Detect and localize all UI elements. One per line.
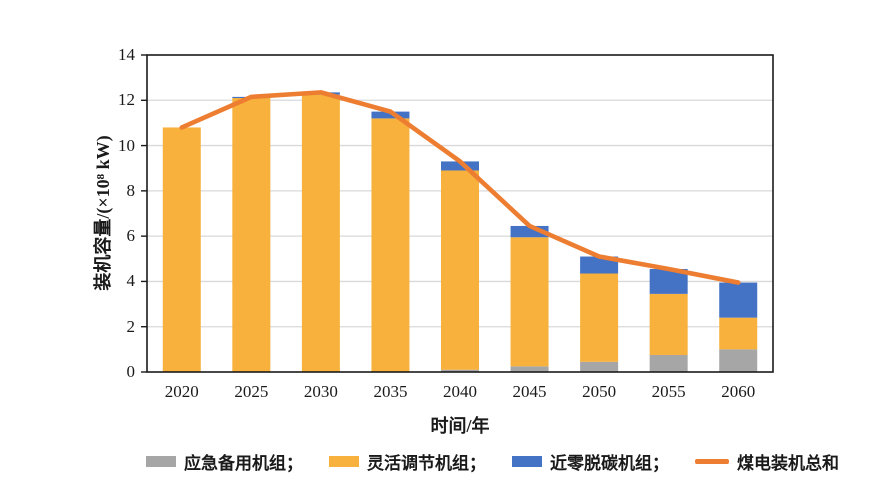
y-tick-label: 2: [126, 316, 136, 336]
bar-segment-2050: [580, 361, 619, 372]
y-tick-label: 14: [118, 45, 135, 64]
legend-line-swatch: [695, 458, 729, 464]
legend-item-2: 灵活调节机组；: [329, 449, 486, 474]
bar-segment-2040: [441, 161, 479, 171]
legend-item-4: 煤电装机总和: [695, 449, 839, 474]
legend-label: 灵活调节机组；: [367, 453, 486, 473]
bar-segment-2045: [510, 237, 549, 367]
legend-item-3: 近零脱碳机组；: [512, 449, 669, 474]
x-tick-label: 2040: [443, 382, 477, 401]
bar-segment-2045: [510, 366, 549, 372]
legend-color-swatch: [512, 455, 542, 467]
x-axis-title: 时间/年: [430, 416, 490, 436]
bar-segment-2060: [719, 317, 758, 350]
bar-segment-2020: [162, 127, 201, 372]
x-tick-label: 2035: [373, 382, 408, 401]
bar-segment-2040: [441, 170, 479, 370]
x-tick-label: 2060: [721, 382, 756, 401]
bar-segment-2040: [441, 369, 479, 372]
legend: 应急备用机组； 灵活调节机组； 近零脱碳机组； 煤电装机总和: [146, 448, 839, 474]
y-tick-label: 4: [126, 271, 136, 291]
x-tick-label: 2055: [651, 382, 686, 401]
bar-segment-2025: [232, 98, 271, 373]
y-tick-label: 10: [118, 135, 135, 155]
bar-segment-2030: [301, 94, 340, 372]
bar-segment-2055: [649, 355, 688, 372]
total-line: [179, 90, 741, 285]
legend-color-swatch: [146, 455, 176, 467]
bar-segment-2035: [371, 111, 410, 119]
bar-segment-2060: [719, 349, 758, 372]
y-tick-label: 0: [126, 362, 136, 381]
legend-item-1: 应急备用机组；: [146, 449, 303, 474]
bar-segment-2060: [719, 282, 758, 318]
x-tick-label: 2050: [582, 382, 617, 401]
x-tick-label: 2030: [303, 382, 338, 401]
bar-segment-2050: [580, 273, 619, 362]
bar-segment-2035: [371, 118, 410, 373]
y-tick-label: 12: [118, 90, 135, 110]
x-tick-label: 2020: [164, 382, 199, 401]
x-tick-label: 2045: [512, 382, 547, 401]
bar-segment-2050: [580, 256, 619, 274]
x-tick-label: 2025: [234, 382, 269, 401]
bar-segment-2045: [510, 225, 549, 238]
legend-label: 近零脱碳机组；: [550, 453, 669, 473]
y-tick-label: 8: [126, 180, 136, 200]
legend-label: 煤电装机总和: [737, 453, 839, 473]
y-tick-label: 6: [126, 226, 136, 246]
legend-label: 应急备用机组；: [184, 453, 303, 473]
legend-color-swatch: [329, 455, 359, 467]
bar-segment-2055: [649, 293, 688, 356]
y-axis-title: 装机容量/(×10⁸ kW): [93, 135, 113, 291]
plot-frame: [146, 54, 774, 373]
